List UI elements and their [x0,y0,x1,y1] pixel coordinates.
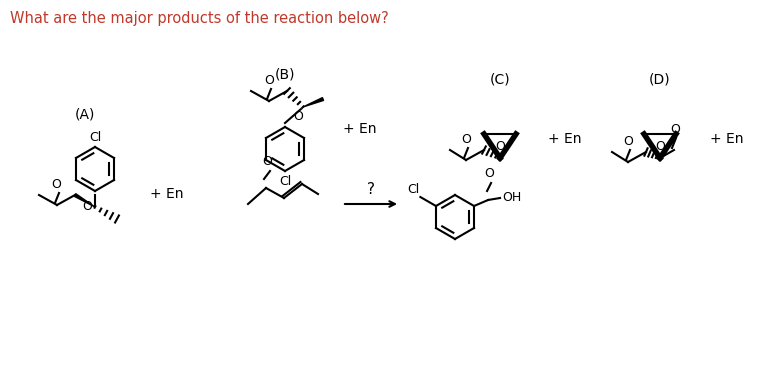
Text: O: O [264,74,274,87]
Polygon shape [303,98,324,107]
Text: O: O [293,110,303,123]
Text: O: O [262,155,272,168]
Text: Cl: Cl [407,183,419,196]
Text: O: O [495,140,505,153]
Text: O: O [51,178,61,191]
Text: (D): (D) [649,72,671,86]
Text: O: O [484,167,494,180]
Text: What are the major products of the reaction below?: What are the major products of the react… [10,11,389,26]
Text: O: O [670,123,680,136]
Text: OH: OH [502,191,521,203]
Text: (B): (B) [274,67,296,81]
Text: ?: ? [367,182,375,197]
Text: (C): (C) [490,72,510,86]
Text: Cl: Cl [279,175,291,188]
Polygon shape [74,194,95,207]
Text: O: O [82,200,92,213]
Text: + En: + En [710,132,743,146]
Text: O: O [655,140,665,153]
Text: O: O [461,133,471,146]
Text: Cl: Cl [89,131,101,144]
Text: + En: + En [150,187,183,201]
Text: O: O [623,135,633,148]
Text: (A): (A) [74,107,95,121]
Text: + En: + En [343,122,376,136]
Text: + En: + En [548,132,582,146]
